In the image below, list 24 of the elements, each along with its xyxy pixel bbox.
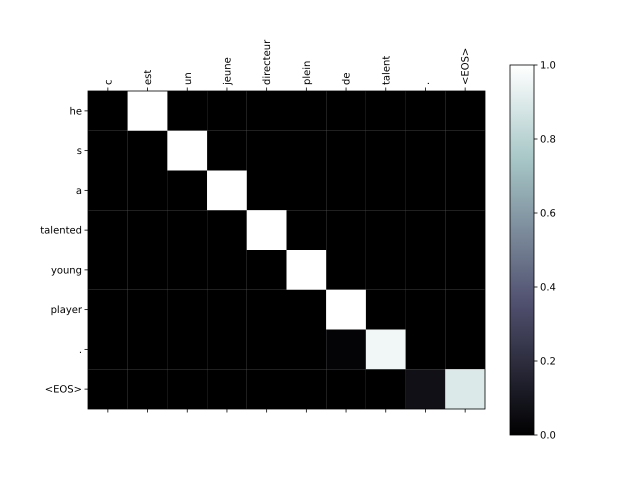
y-tick-label: he [70,106,82,118]
x-tick-label: est [143,70,154,85]
x-tick-label: un [182,72,194,85]
y-tick-label: a [76,186,82,197]
y-tick-label: <EOS> [44,384,82,396]
y-tick-label: . [78,344,82,356]
color-bar-label: 0.6 [540,208,556,220]
y-tick-label: young [50,265,82,276]
y-tick-label: player [50,305,83,316]
x-tick-label: de [342,72,353,85]
x-tick-label: c [103,80,114,85]
y-tick-label: s [76,146,82,158]
x-tick-label: directeur [262,38,274,85]
y-tick-label: talented [40,226,82,237]
x-tick-label: jeune [222,57,234,86]
x-tick-label: plein [302,60,313,85]
x-tick-label: . [420,82,432,85]
color-bar-label: 0.8 [540,134,556,146]
color-bar-label: 1.0 [540,60,556,72]
color-bar-label: 0.4 [540,282,556,294]
x-tick-label: talent [381,56,392,85]
color-bar-label: 0.2 [540,356,556,368]
x-tick-label: <EOS> [460,48,472,85]
color-bar-label: 0.0 [540,430,556,442]
